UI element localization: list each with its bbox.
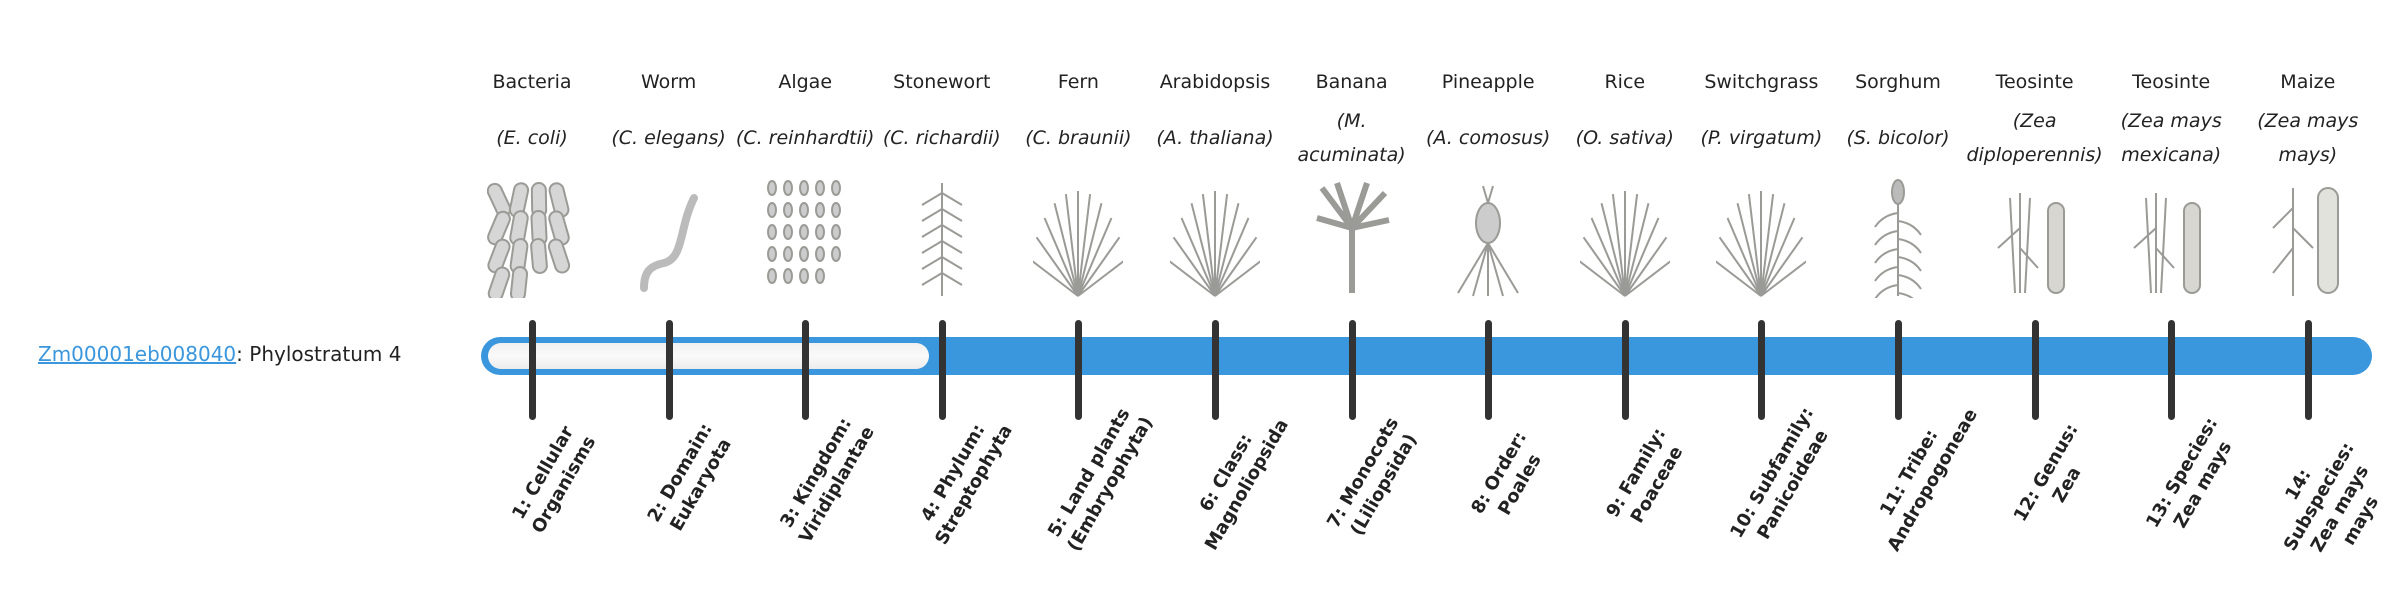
organism-column: Teosinte (Zea mays mexicana)	[2101, 64, 2241, 298]
organism-scientific-name: (C. elegans)	[611, 127, 726, 149]
organism-common-name: Bacteria	[492, 71, 572, 93]
organism-common-name: Banana	[1315, 71, 1388, 93]
organism-column: Pineapple (A. comosus)	[1418, 64, 1558, 298]
teosinte-icon	[2101, 176, 2241, 298]
teosinte-icon	[1965, 176, 2105, 298]
organism-common-name: Arabidopsis	[1159, 71, 1271, 93]
organism-column: Switchgrass (P. virgatum)	[1691, 64, 1831, 298]
organism-scientific-name: (A. comosus)	[1426, 127, 1551, 149]
organism-column: Sorghum (S. bicolor)	[1828, 64, 1968, 298]
rice-icon	[1555, 176, 1695, 298]
organism-common-name: Stonewort	[893, 71, 991, 93]
organism-scientific-name: (O. sativa)	[1575, 127, 1674, 149]
phylostratum-bar	[481, 337, 2372, 375]
stratum-label: 8: Order: Poales	[1467, 427, 1546, 519]
worm-icon	[599, 176, 739, 298]
stratum-label: 10: Subfamily: Panicoideae	[1726, 403, 1834, 544]
stratum-tick	[2168, 320, 2176, 420]
stratum-label: 1: Cellular Organisms	[508, 422, 601, 537]
organism-column: Banana (M. acuminata)	[1282, 64, 1422, 298]
stratum-tick	[1485, 320, 1493, 420]
stratum-label: 5: Land plants (Embryophyta)	[1044, 404, 1158, 555]
organism-common-name: Teosinte	[2132, 71, 2211, 93]
stratum-label: 3: Kingdom: Viridiplantae	[776, 414, 879, 547]
organism-common-name: Fern	[1057, 71, 1099, 93]
stratum-tick	[1348, 320, 1356, 420]
switchgrass-icon	[1691, 176, 1831, 298]
stratum-tick	[1621, 320, 1629, 420]
stratum-tick	[1758, 320, 1766, 420]
gene-link[interactable]: Zm00001eb008040	[38, 342, 237, 366]
stratum-tick	[529, 320, 536, 420]
organism-scientific-name: (S. bicolor)	[1846, 127, 1950, 149]
organism-scientific-name: (C. richardii)	[882, 127, 1001, 149]
stratum-tick	[1075, 320, 1083, 420]
organism-column: Rice (O. sativa)	[1555, 64, 1695, 298]
organism-scientific-name: (A. thaliana)	[1156, 127, 1274, 149]
stratum-label: 4: Phylum: Streptophyta	[916, 420, 1017, 549]
organism-scientific-name: (C. braunii)	[1025, 127, 1132, 149]
organism-scientific-name: (P. virgatum)	[1700, 127, 1823, 149]
organism-column: Bacteria (E. coli)	[462, 64, 602, 298]
stratum-label: 2: Domain: Eukaryota	[643, 419, 736, 535]
organism-scientific-name: (Zea mays mexicana)	[2120, 110, 2222, 166]
stratum-tick	[2031, 320, 2039, 420]
organism-column: Arabidopsis (A. thaliana)	[1145, 64, 1285, 298]
stratum-label: 9: Family: Poaceae	[1602, 424, 1688, 527]
pineapple-icon	[1418, 176, 1558, 298]
stratum-tick	[938, 320, 946, 420]
stratum-label: 7: Monocots (Liliopsida)	[1322, 413, 1422, 540]
organism-scientific-name: (M. acuminata)	[1297, 110, 1406, 166]
organism-scientific-name: (E. coli)	[496, 127, 568, 149]
organism-column: Fern (C. braunii)	[1008, 64, 1148, 298]
organism-common-name: Teosinte	[1995, 71, 2074, 93]
stratum-label: 13: Species: Zea mays	[2142, 414, 2237, 532]
bacteria-icon	[462, 176, 602, 298]
organism-column: Algae (C. reinhardtii)	[735, 64, 875, 298]
algae-icon	[735, 176, 875, 298]
organism-common-name: Maize	[2280, 71, 2336, 93]
gene-separator: :	[236, 342, 250, 366]
organism-column: Teosinte (Zea diploperennis)	[1965, 64, 2105, 298]
organism-common-name: Worm	[640, 71, 697, 93]
stratum-label: 11: Tribe: Andropogoneae	[1876, 405, 1982, 555]
stratum-tick	[1895, 320, 1902, 420]
stratum-tick	[2304, 320, 2312, 420]
banana-icon	[1282, 176, 1422, 298]
organism-common-name: Rice	[1604, 71, 1646, 93]
sorghum-icon	[1828, 176, 1968, 298]
organism-common-name: Sorghum	[1855, 71, 1941, 93]
stratum-tick	[1212, 320, 1219, 420]
stratum-tick	[665, 320, 673, 420]
organism-common-name: Switchgrass	[1704, 71, 1819, 93]
stratum-tick	[802, 320, 810, 420]
organism-common-name: Algae	[778, 71, 833, 93]
organism-scientific-name: (Zea mays mays)	[2257, 110, 2359, 166]
organism-column: Worm (C. elegans)	[599, 64, 739, 298]
fern-icon	[1008, 176, 1148, 298]
stonewort-icon	[872, 176, 1012, 298]
gene-label: Zm00001eb008040: Phylostratum 4	[38, 342, 401, 366]
organism-column: Maize (Zea mays mays)	[2238, 64, 2378, 298]
organism-common-name: Pineapple	[1441, 71, 1535, 93]
organism-column: Stonewort (C. richardii)	[872, 64, 1012, 298]
organism-scientific-name: (Zea diploperennis)	[1966, 110, 2103, 166]
maize-icon	[2238, 176, 2378, 298]
stratum-label: 12: Genus: Zea	[2009, 420, 2085, 526]
bar-empty-portion	[488, 343, 929, 369]
organism-scientific-name: (C. reinhardtii)	[735, 127, 875, 149]
stratum-label: 6: Class: Magnoliopsida	[1195, 415, 1293, 554]
phylostratum-text: Phylostratum 4	[249, 342, 402, 366]
stratum-label: 14: Subspecies: Zea mays mays	[2279, 438, 2383, 556]
arabidopsis-icon	[1145, 176, 1285, 298]
